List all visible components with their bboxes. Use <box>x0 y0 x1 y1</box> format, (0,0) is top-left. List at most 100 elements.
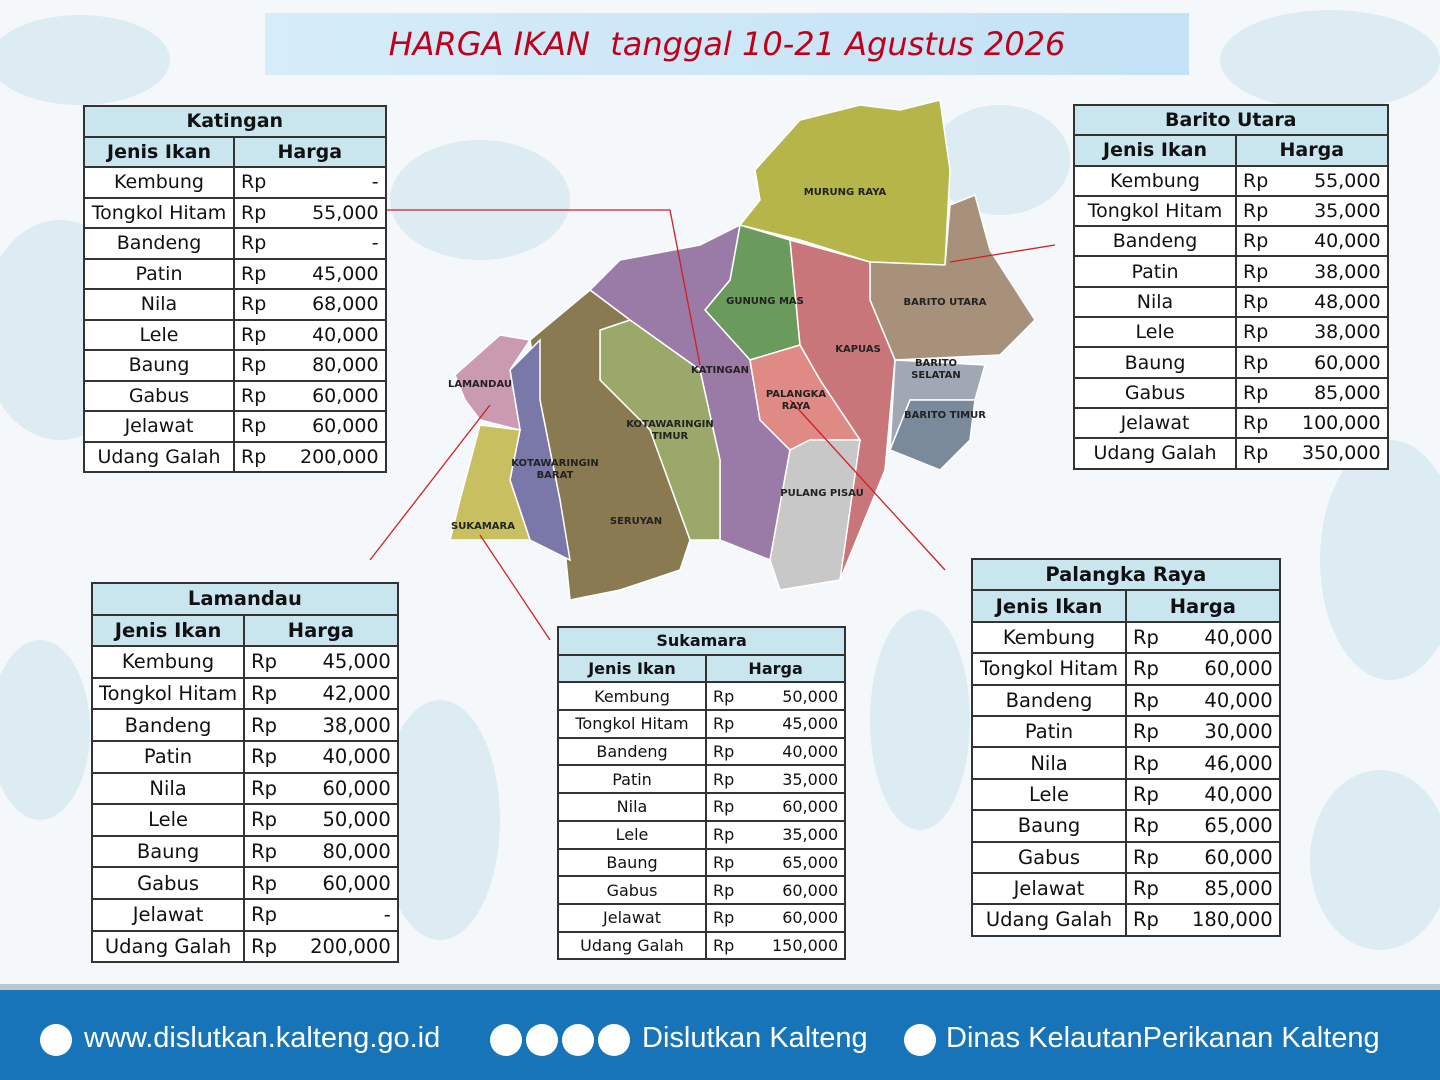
website: www.dislutkan.kalteng.go.id <box>84 1022 441 1054</box>
price: 60,000 <box>304 866 399 900</box>
price: 45,000 <box>304 645 399 679</box>
table-row: Tongkol Hitam Rp 60,000 <box>971 652 1281 686</box>
title-bar: HARGA IKAN tanggal 10-21 Agustus 2026 <box>265 13 1189 75</box>
arrow <box>789 399 946 571</box>
region-label: GUNUNG MAS <box>726 296 804 307</box>
table-row: Patin Rp 35,000 <box>557 764 847 795</box>
currency: Rp <box>705 847 766 878</box>
fish-name: Gabus <box>90 866 246 900</box>
currency: Rp <box>243 834 305 869</box>
currency: Rp <box>1125 714 1186 749</box>
fish-name: Tongkol Hitam <box>83 196 235 229</box>
fish-name: Patin <box>83 257 235 290</box>
price: 50,000 <box>304 803 399 837</box>
price: 45,000 <box>766 709 847 739</box>
currency: Rp <box>705 736 766 767</box>
table-row: Udang Galah Rp 200,000 <box>83 440 387 473</box>
fish-name: Baung <box>971 809 1127 843</box>
currency: Rp <box>1235 346 1296 379</box>
currency: Rp <box>705 930 766 961</box>
table-row: Jelawat Rp 85,000 <box>971 871 1281 906</box>
fish-name: Patin <box>557 764 707 795</box>
table-row: Lele Rp 50,000 <box>90 803 399 837</box>
column-header: Jenis Ikan <box>557 653 707 684</box>
currency: Rp <box>705 819 766 850</box>
table-row: Bandeng Rp 40,000 <box>1073 225 1389 258</box>
currency: Rp <box>1125 809 1186 843</box>
price: 40,000 <box>1186 777 1281 812</box>
table-row: Nila Rp 60,000 <box>90 771 399 806</box>
price: 48,000 <box>1296 285 1389 319</box>
table-header-row: Jenis Ikan Harga <box>1073 134 1389 167</box>
fish-name: Baung <box>1073 346 1237 379</box>
currency: Rp <box>1125 683 1186 717</box>
table-row: Baung Rp 80,000 <box>90 834 399 869</box>
currency: Rp <box>705 709 766 739</box>
price: 60,000 <box>766 792 847 822</box>
currency: Rp <box>233 257 294 290</box>
fish-name: Lele <box>971 777 1127 812</box>
fish-name: Kembung <box>557 681 707 712</box>
fish-name: Nila <box>90 771 246 806</box>
instagram-icon[interactable] <box>526 1024 558 1056</box>
price: 60,000 <box>294 410 387 443</box>
table-row: Nila Rp 48,000 <box>1073 285 1389 319</box>
price: 40,000 <box>1186 683 1281 717</box>
fish-name: Jelawat <box>971 871 1127 906</box>
currency: Rp <box>233 227 294 260</box>
price: 38,000 <box>1296 316 1389 349</box>
fish-name: Patin <box>1073 255 1237 288</box>
price: 45,000 <box>294 257 387 290</box>
footer: www.dislutkan.kalteng.go.id Dislutkan Ka… <box>0 984 1440 1080</box>
price: 60,000 <box>766 875 847 905</box>
price: 200,000 <box>304 929 399 964</box>
table-row: Tongkol Hitam Rp 45,000 <box>557 709 847 739</box>
fish-name: Tongkol Hitam <box>971 652 1127 686</box>
fish-name: Nila <box>83 288 235 321</box>
fish-name: Patin <box>971 714 1127 749</box>
table-row: Kembung Rp 45,000 <box>90 645 399 679</box>
fish-name: Udang Galah <box>83 440 235 473</box>
fish-name: Jelawat <box>90 897 246 932</box>
map-region <box>769 439 861 591</box>
price: 60,000 <box>1296 346 1389 379</box>
table-row: Jelawat Rp - <box>90 897 399 932</box>
column-header: Jenis Ikan <box>1073 134 1237 167</box>
region-label: KOTAWARINGIN TIMUR <box>626 419 714 442</box>
table-row: Bandeng Rp 40,000 <box>557 736 847 767</box>
tiktok-icon[interactable] <box>562 1024 594 1056</box>
price: 40,000 <box>1296 225 1389 258</box>
price: 60,000 <box>1186 840 1281 874</box>
currency: Rp <box>243 803 305 837</box>
region-label: SUKAMARA <box>451 521 515 532</box>
x-icon[interactable] <box>598 1024 630 1056</box>
region-label: BARITO SELATAN <box>911 358 961 381</box>
fish-name: Jelawat <box>83 410 235 443</box>
region-label: PALANGKA RAYA <box>766 389 827 412</box>
table-row: Baung Rp 65,000 <box>557 847 847 878</box>
price-table: Sukamara Jenis Ikan Harga Kembung Rp 50,000 To… <box>556 626 847 961</box>
price: 65,000 <box>1186 809 1281 843</box>
currency: Rp <box>705 792 766 822</box>
table-row: Lele Rp 38,000 <box>1073 316 1389 349</box>
table-row: Nila Rp 68,000 <box>83 288 387 321</box>
map-region <box>454 334 532 432</box>
price-table: Barito Utara Jenis Ikan Harga Kembung Rp 55,0… <box>1073 103 1389 470</box>
price: 85,000 <box>1296 376 1389 409</box>
fish-name: Baung <box>83 349 235 382</box>
table-header-row: Jenis Ikan Harga <box>90 613 399 648</box>
price-table: Katingan Jenis Ikan Harga Kembung Rp - Tongkol… <box>83 105 387 473</box>
table-row: Udang Galah Rp 200,000 <box>90 929 399 964</box>
page-title: HARGA IKAN tanggal 10-21 Agustus 2026 <box>388 25 1066 63</box>
currency: Rp <box>243 739 305 774</box>
currency: Rp <box>1235 164 1296 197</box>
youtube-icon[interactable] <box>490 1024 522 1056</box>
price: - <box>294 166 387 199</box>
price-table: Lamandau Jenis Ikan Harga Kembung Rp 45,000 To… <box>90 582 399 964</box>
facebook-icon[interactable] <box>904 1024 936 1056</box>
table-row: Tongkol Hitam Rp 35,000 <box>1073 194 1389 228</box>
price: 50,000 <box>766 681 847 712</box>
fish-name: Udang Galah <box>90 929 246 964</box>
table-row: Bandeng Rp 38,000 <box>90 708 399 742</box>
currency: Rp <box>1235 194 1296 228</box>
